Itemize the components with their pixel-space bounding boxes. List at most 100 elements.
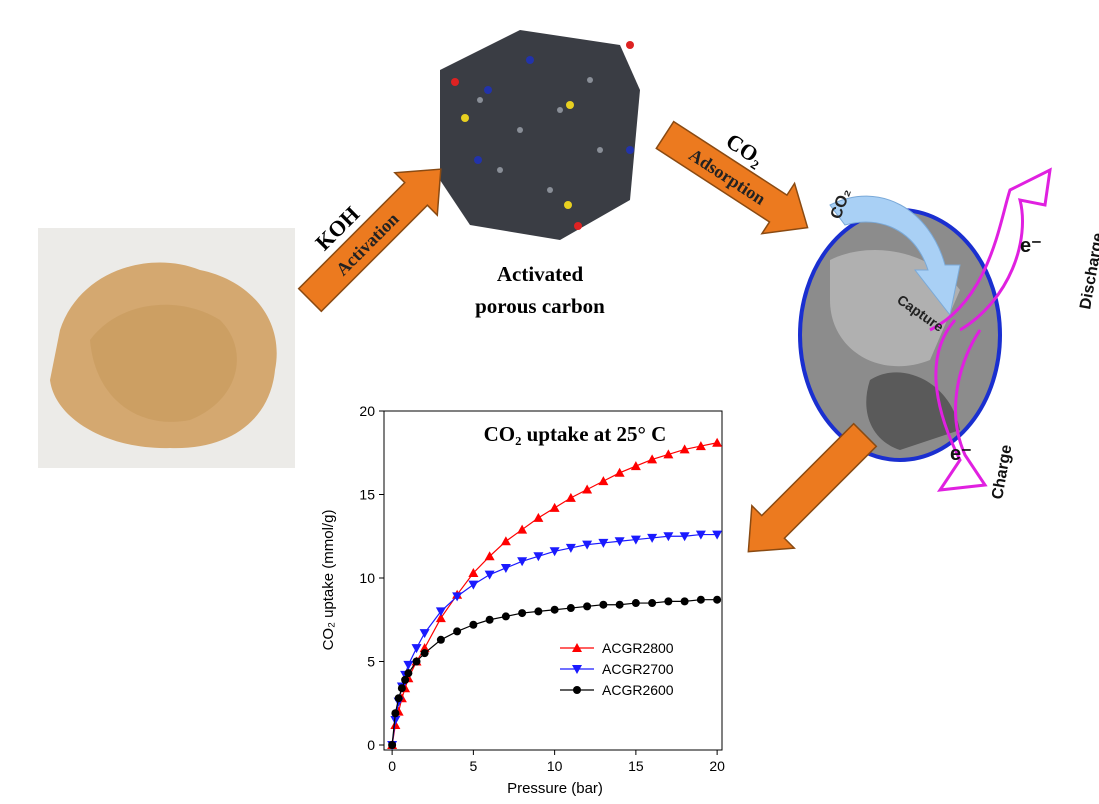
data-point bbox=[614, 467, 625, 477]
arrow-adsorption: CO₂ Adsorption bbox=[655, 120, 809, 235]
data-point bbox=[582, 540, 593, 550]
data-point bbox=[630, 535, 641, 545]
data-point bbox=[411, 644, 422, 654]
data-point bbox=[664, 597, 673, 606]
data-point bbox=[394, 694, 403, 703]
x-tick-label: 5 bbox=[469, 758, 477, 774]
data-point bbox=[500, 563, 511, 573]
y-tick-label: 10 bbox=[359, 570, 375, 586]
y-tick-label: 0 bbox=[367, 737, 375, 753]
data-point bbox=[696, 595, 705, 604]
data-point bbox=[680, 597, 689, 606]
data-point bbox=[550, 605, 559, 614]
y-tick-label: 20 bbox=[359, 403, 375, 419]
data-point bbox=[565, 543, 576, 553]
electron-label: e⁻ bbox=[1020, 235, 1042, 257]
data-point bbox=[500, 536, 511, 546]
legend-label: ACGR2800 bbox=[602, 640, 674, 656]
data-point bbox=[468, 580, 479, 590]
electron-label: e⁻ bbox=[950, 443, 972, 465]
data-point bbox=[663, 532, 674, 542]
discharge-label: Discharge bbox=[1077, 231, 1099, 310]
data-point bbox=[712, 530, 723, 540]
y-tick-label: 5 bbox=[367, 653, 375, 669]
data-point bbox=[391, 709, 400, 718]
x-tick-label: 10 bbox=[547, 758, 563, 774]
charge-label: Charge bbox=[989, 443, 1015, 500]
data-point bbox=[453, 627, 462, 636]
carbon-label: porous carbon bbox=[475, 294, 605, 318]
x-axis-label: Pressure (bar) bbox=[507, 780, 603, 797]
data-point bbox=[534, 607, 543, 616]
data-point bbox=[713, 595, 722, 604]
data-point bbox=[599, 600, 608, 609]
data-point bbox=[679, 532, 690, 542]
data-point bbox=[452, 592, 463, 602]
data-point bbox=[484, 551, 495, 561]
data-point bbox=[533, 552, 544, 562]
data-point bbox=[565, 492, 576, 502]
x-tick-label: 15 bbox=[628, 758, 644, 774]
data-point bbox=[404, 669, 413, 678]
data-point bbox=[517, 524, 528, 534]
data-point bbox=[615, 600, 624, 609]
data-point bbox=[566, 604, 575, 613]
data-point bbox=[420, 649, 429, 658]
data-point bbox=[435, 613, 446, 623]
data-point bbox=[583, 602, 592, 611]
data-point bbox=[390, 715, 401, 725]
data-point bbox=[712, 437, 723, 447]
chart: CO₂ uptake at 25° C Pressure (bar) CO₂ u… bbox=[320, 403, 725, 797]
data-point bbox=[647, 454, 658, 464]
legend-marker bbox=[572, 665, 582, 674]
carbon-structure bbox=[440, 30, 640, 240]
data-point bbox=[679, 444, 690, 454]
data-point bbox=[598, 538, 609, 548]
legend-label: ACGR2700 bbox=[602, 661, 674, 677]
data-point bbox=[533, 512, 544, 522]
legend-label: ACGR2600 bbox=[602, 682, 674, 698]
data-point bbox=[598, 476, 609, 486]
sem-image: CO₂ Capture e⁻ Discharge e⁻ Charge bbox=[798, 167, 1099, 501]
data-point bbox=[648, 599, 657, 608]
x-tick-label: 20 bbox=[709, 758, 725, 774]
data-point bbox=[412, 657, 421, 666]
data-point bbox=[630, 461, 641, 471]
data-point bbox=[695, 530, 706, 540]
legend-marker bbox=[572, 643, 582, 652]
arrow-to-chart bbox=[747, 422, 878, 553]
data-point bbox=[517, 557, 528, 567]
data-point bbox=[401, 675, 410, 684]
data-point bbox=[663, 449, 674, 459]
data-point bbox=[614, 537, 625, 547]
data-point bbox=[469, 620, 478, 629]
y-tick-label: 15 bbox=[359, 486, 375, 502]
data-point bbox=[397, 684, 406, 693]
plot-frame bbox=[383, 410, 723, 751]
powder-photo bbox=[38, 228, 295, 468]
data-point bbox=[501, 612, 510, 621]
data-point bbox=[631, 599, 640, 608]
x-tick-label: 0 bbox=[388, 758, 396, 774]
y-axis-label: CO₂ uptake (mmol/g) bbox=[320, 510, 337, 651]
data-point bbox=[436, 635, 445, 644]
data-point bbox=[484, 570, 495, 580]
data-point bbox=[549, 502, 560, 512]
data-point bbox=[435, 607, 446, 617]
data-point bbox=[485, 615, 494, 624]
data-point bbox=[695, 441, 706, 451]
legend-marker bbox=[573, 686, 581, 694]
data-point bbox=[419, 629, 430, 639]
data-point bbox=[388, 740, 397, 749]
arrow-activation: KOH Activation bbox=[297, 168, 442, 313]
data-point bbox=[582, 484, 593, 494]
data-point bbox=[647, 533, 658, 543]
carbon-label: Activated bbox=[497, 262, 584, 286]
chart-title: CO₂ uptake at 25° C bbox=[484, 422, 667, 446]
data-point bbox=[403, 660, 414, 670]
data-point bbox=[468, 567, 479, 577]
series-line bbox=[391, 442, 718, 746]
data-point bbox=[419, 643, 430, 653]
data-point bbox=[549, 547, 560, 557]
